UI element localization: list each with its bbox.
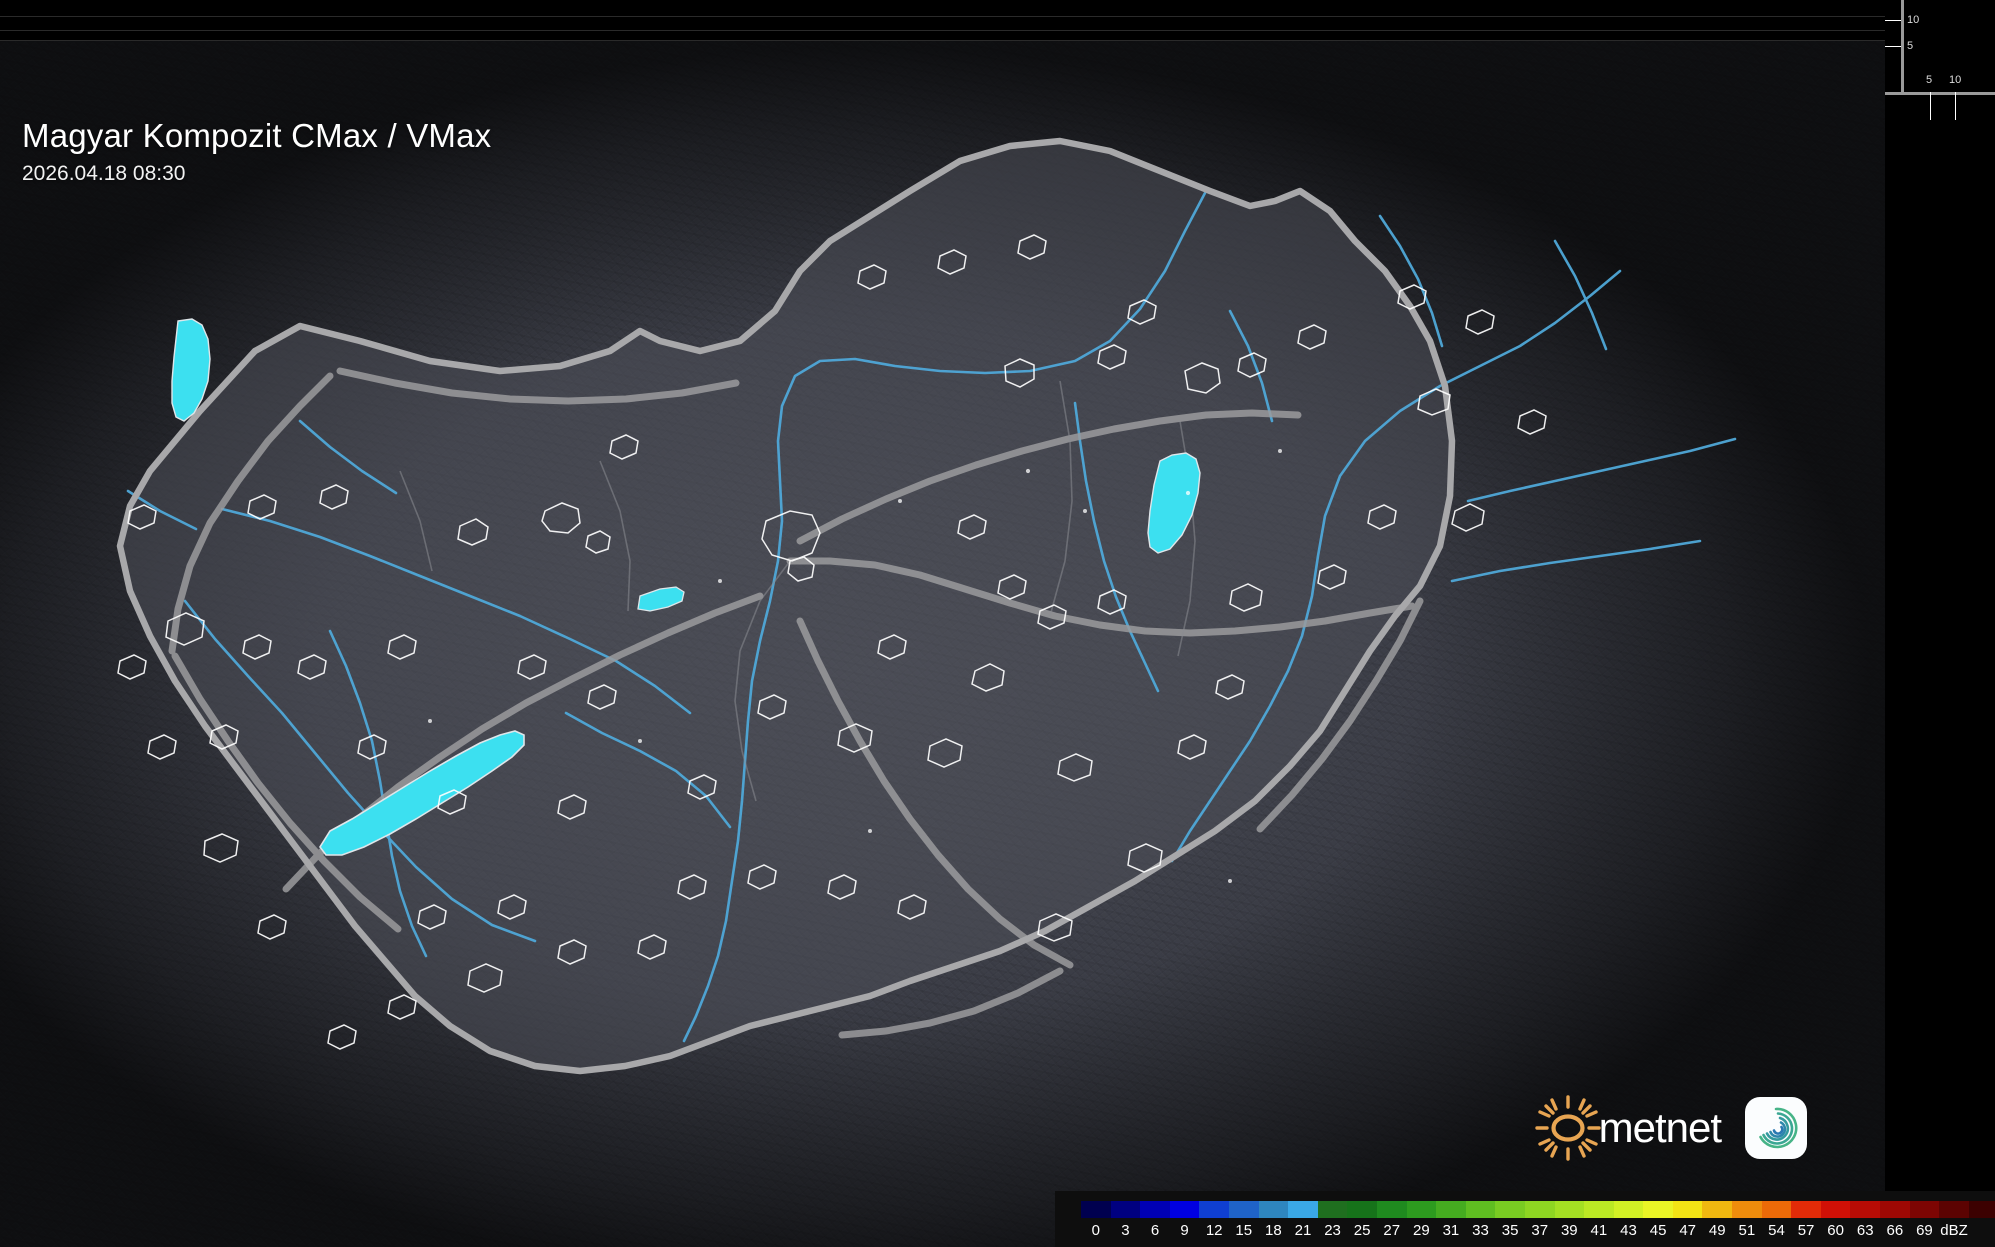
corner-scale-ruler: 10 5 5 10 bbox=[1885, 0, 1995, 120]
hungary-land-fill bbox=[120, 141, 1452, 1071]
legend-tick-0: 0 bbox=[1091, 1222, 1100, 1239]
legend-tick-63: 63 bbox=[1856, 1222, 1874, 1239]
legend-tick-57: 57 bbox=[1797, 1222, 1815, 1239]
legend-swatch-0 bbox=[1081, 1201, 1111, 1218]
county-borders-layer bbox=[399, 380, 1196, 802]
legend-tick-3: 3 bbox=[1121, 1222, 1130, 1239]
legend-swatch-30 bbox=[1968, 1201, 1995, 1218]
legend-swatch-20 bbox=[1672, 1201, 1703, 1218]
legend-swatch-12 bbox=[1436, 1201, 1466, 1218]
metnet-app-icon bbox=[1745, 1097, 1807, 1159]
sun-icon bbox=[1534, 1095, 1601, 1161]
legend-tick-12: 12 bbox=[1205, 1222, 1223, 1239]
legend-tick-43: 43 bbox=[1620, 1222, 1637, 1239]
legend-swatch-3 bbox=[1169, 1201, 1200, 1218]
legend-swatch-14 bbox=[1495, 1201, 1525, 1218]
legend-tick-31: 31 bbox=[1442, 1222, 1460, 1239]
legend-swatch-13 bbox=[1465, 1201, 1496, 1218]
settlement-outlines-layer bbox=[117, 234, 1547, 1050]
legend-tick-45: 45 bbox=[1649, 1222, 1667, 1239]
legend-swatch-6 bbox=[1258, 1201, 1289, 1218]
settlement-dots-layer bbox=[428, 449, 1282, 883]
legend-swatch-7 bbox=[1288, 1201, 1318, 1218]
legend-tick-18: 18 bbox=[1265, 1222, 1282, 1239]
legend-swatch-2 bbox=[1140, 1201, 1170, 1218]
metnet-wordmark: metnet bbox=[1598, 1104, 1722, 1151]
lake-velence bbox=[637, 586, 685, 612]
top-black-strip bbox=[0, 0, 1885, 41]
map-vector-layer bbox=[116, 137, 1737, 1075]
legend-tick-15: 15 bbox=[1235, 1222, 1253, 1239]
legend-swatch-8 bbox=[1317, 1201, 1348, 1218]
legend-swatch-27 bbox=[1880, 1201, 1910, 1218]
legend-tick-47: 47 bbox=[1679, 1222, 1697, 1239]
legend-swatch-29 bbox=[1939, 1201, 1969, 1218]
legend-tick-labels: 0 3 6 9 12 15 18 21 23 25 27 29 31 33 35 37 39 41 43 45 47 49… bbox=[1081, 1220, 1969, 1244]
legend-swatch-17 bbox=[1584, 1201, 1614, 1218]
ruler-x-label-10: 10 bbox=[1949, 74, 1962, 86]
lake-tisza bbox=[1147, 452, 1201, 554]
legend-tick-29: 29 bbox=[1412, 1222, 1430, 1239]
spiral-icon bbox=[1759, 1107, 1798, 1149]
legend-tick-6: 6 bbox=[1150, 1222, 1160, 1239]
legend-tick-51: 51 bbox=[1738, 1222, 1756, 1239]
reflectivity-color-legend: 0 3 6 9 12 15 18 21 23 25 27 29 31 33 35 37 39 41 43 45 47 49… bbox=[1055, 1191, 1995, 1247]
legend-tick-25: 25 bbox=[1353, 1222, 1371, 1239]
legend-tick-54: 54 bbox=[1768, 1222, 1785, 1239]
legend-swatch-5 bbox=[1228, 1201, 1259, 1218]
legend-swatch-4 bbox=[1199, 1201, 1229, 1218]
legend-tick-60: 60 bbox=[1827, 1222, 1844, 1239]
lake-balaton bbox=[319, 730, 525, 856]
legend-swatch-21 bbox=[1702, 1201, 1733, 1218]
ruler-y-label-10: 10 bbox=[1907, 14, 1920, 26]
metnet-branding: metnet bbox=[1534, 1095, 1807, 1161]
legend-tick-41: 41 bbox=[1590, 1222, 1608, 1239]
legend-tick-37: 37 bbox=[1531, 1222, 1549, 1239]
legend-swatch-18 bbox=[1613, 1201, 1644, 1218]
legend-tick-66: 66 bbox=[1886, 1222, 1904, 1239]
legend-swatch-22 bbox=[1732, 1201, 1762, 1218]
legend-swatch-9 bbox=[1347, 1201, 1377, 1218]
lakes-layer bbox=[171, 318, 1201, 856]
lake-ferto bbox=[171, 318, 211, 422]
motorways-layer bbox=[168, 367, 1424, 1039]
legend-swatch-28 bbox=[1909, 1201, 1940, 1218]
legend-tick-69: 69 bbox=[1916, 1222, 1933, 1239]
legend-tick-23: 23 bbox=[1324, 1222, 1341, 1239]
legend-tick-9: 9 bbox=[1180, 1222, 1189, 1239]
ruler-y-label-5: 5 bbox=[1907, 40, 1914, 52]
legend-swatch-24 bbox=[1791, 1201, 1821, 1218]
legend-tick-49: 49 bbox=[1708, 1222, 1726, 1239]
legend-swatch-23 bbox=[1761, 1201, 1792, 1218]
legend-swatch-1 bbox=[1110, 1201, 1141, 1218]
ruler-x-label-5: 5 bbox=[1926, 74, 1933, 86]
legend-swatch-15 bbox=[1524, 1201, 1555, 1218]
legend-tick-27: 27 bbox=[1383, 1222, 1401, 1239]
legend-swatch-10 bbox=[1376, 1201, 1407, 1218]
legend-unit-label: dBZ bbox=[1940, 1222, 1968, 1239]
legend-tick-39: 39 bbox=[1560, 1222, 1578, 1239]
legend-swatch-25 bbox=[1820, 1201, 1851, 1218]
legend-swatch-16 bbox=[1554, 1201, 1585, 1218]
legend-tick-35: 35 bbox=[1501, 1222, 1519, 1239]
legend-tick-21: 21 bbox=[1294, 1222, 1312, 1239]
legend-tick-33: 33 bbox=[1472, 1222, 1489, 1239]
hungary-national-border bbox=[116, 137, 1456, 1075]
legend-swatch-19 bbox=[1643, 1201, 1673, 1218]
legend-color-bar bbox=[1081, 1201, 1995, 1218]
radar-map-canvas[interactable]: Magyar Kompozit CMax / VMax 2026.04.18 0… bbox=[0, 41, 1885, 1247]
legend-swatch-26 bbox=[1850, 1201, 1881, 1218]
legend-swatch-11 bbox=[1406, 1201, 1437, 1218]
